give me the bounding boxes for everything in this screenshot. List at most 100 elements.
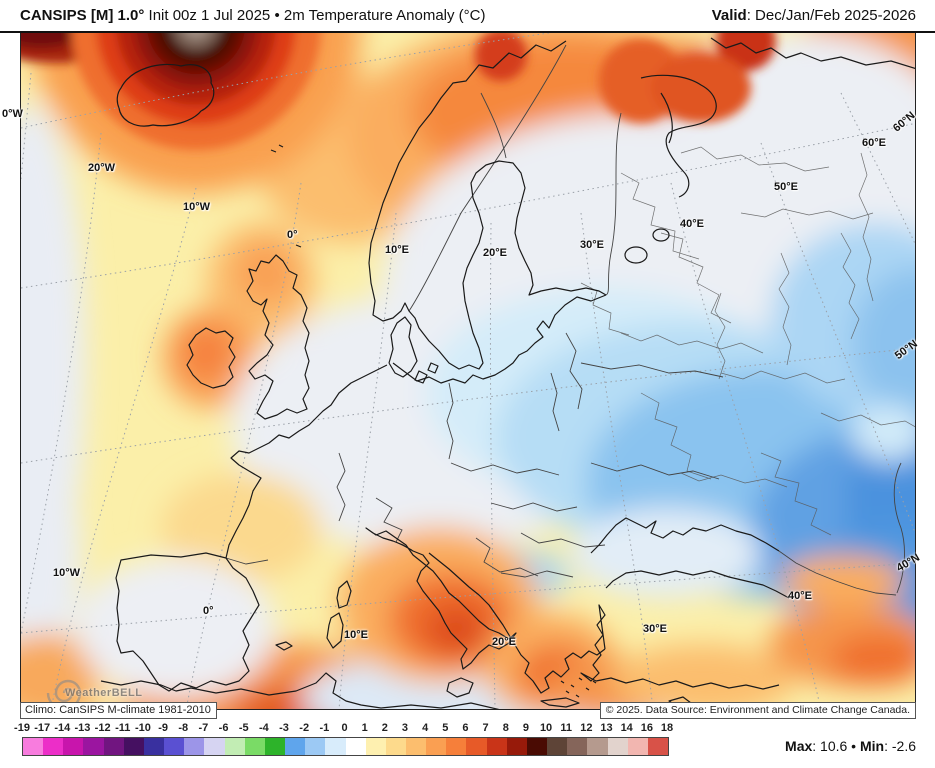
colorbar-segment xyxy=(446,738,467,755)
colorbar-segment xyxy=(647,738,668,755)
colorbar-tick: 13 xyxy=(600,722,613,734)
weatherbell-brand: WeatherBELL xyxy=(65,687,143,699)
stats-separator: • xyxy=(847,738,860,754)
colorbar-tick: -12 xyxy=(94,722,111,734)
colorbar-segment xyxy=(83,738,104,755)
geo-label: 10°W xyxy=(53,567,81,579)
colorbar-segment xyxy=(526,738,548,755)
min-value: : -2.6 xyxy=(884,738,916,754)
map-title: CANSIPS [M] 1.0° Init 00z 1 Jul 2025 • 2… xyxy=(20,7,486,24)
geo-label: 0° xyxy=(287,229,298,241)
colorbar xyxy=(22,737,669,756)
geo-label: 30°E xyxy=(580,239,604,251)
colorbar-tick: 4 xyxy=(422,722,429,734)
geo-label: 20°W xyxy=(88,162,116,174)
colorbar-tick: 2 xyxy=(381,722,388,734)
colorbar-segment xyxy=(587,738,608,755)
colorbar-segment xyxy=(466,738,487,755)
colorbar-segment xyxy=(567,738,588,755)
model-name: CANSIPS [M] 1.0° xyxy=(20,7,145,24)
colorbar-tick: -2 xyxy=(299,722,310,734)
colorbar-tick: 12 xyxy=(580,722,593,734)
max-min-stats: Max: 10.6 • Min: -2.6 xyxy=(785,738,916,754)
colorbar-tick: -1 xyxy=(319,722,330,734)
header: CANSIPS [M] 1.0° Init 00z 1 Jul 2025 • 2… xyxy=(0,0,935,31)
colorbar-tick: -5 xyxy=(238,722,249,734)
colorbar-tick: 18 xyxy=(660,722,674,734)
model-init-info: Init 00z 1 Jul 2025 • 2m Temperature Ano… xyxy=(144,7,486,24)
colorbar-segment xyxy=(285,738,306,755)
climo-note: Climo: CanSIPS M-climate 1981-2010 xyxy=(20,702,217,719)
colorbar-segment xyxy=(123,738,144,755)
geo-label: 30°E xyxy=(643,623,667,635)
colorbar-tick: 16 xyxy=(640,722,653,734)
colorbar-tick: -6 xyxy=(218,722,229,734)
geo-label: 40°E xyxy=(788,590,812,602)
colorbar-segment xyxy=(164,738,185,755)
header-divider xyxy=(0,31,935,33)
colorbar-tick: -7 xyxy=(198,722,209,734)
colorbar-tick: -14 xyxy=(54,722,71,734)
colorbar-tick: 6 xyxy=(462,722,469,734)
colorbar-tick: 1 xyxy=(361,722,368,734)
colorbar-tick: -11 xyxy=(115,722,131,734)
colorbar-segment xyxy=(244,738,265,755)
colorbar-segment xyxy=(385,738,406,755)
geo-label: 0° xyxy=(203,605,214,617)
colorbar-segment xyxy=(426,738,447,755)
colorbar-segment xyxy=(103,738,124,755)
colorbar-tick: -19 xyxy=(14,722,30,734)
colorbar-segment xyxy=(264,738,286,755)
colorbar-segment xyxy=(547,738,568,755)
colorbar-tick: 7 xyxy=(482,722,489,734)
colorbar-tick: 11 xyxy=(560,722,573,734)
colorbar-tick: 10 xyxy=(539,722,553,734)
colorbar-segment xyxy=(43,738,64,755)
colorbar-tick-labels: -19 -17 -14 -13 -12 -11 -10 -9 -8 -7 -6 -5 -4 -3 -2 -1 0… xyxy=(14,722,673,736)
colorbar-tick: 5 xyxy=(442,722,449,734)
colorbar-tick: 14 xyxy=(620,722,633,734)
valid-label: Valid xyxy=(711,7,747,24)
geo-label: 40°E xyxy=(680,218,704,230)
min-label: Min xyxy=(859,738,885,754)
copyright-note: © 2025. Data Source: Environment and Cli… xyxy=(599,702,916,719)
valid-value: : Dec/Jan/Feb 2025-2026 xyxy=(746,7,916,24)
geo-label: 10°E xyxy=(385,244,409,256)
colorbar-tick: 3 xyxy=(401,722,409,734)
colorbar-segment xyxy=(224,738,245,755)
colorbar-segment xyxy=(345,738,366,755)
geo-label: 50°E xyxy=(774,181,798,193)
colorbar-segment xyxy=(627,738,648,755)
colorbar-segment xyxy=(365,738,386,755)
colorbar-segment xyxy=(405,738,427,755)
colorbar-tick: 8 xyxy=(502,722,509,734)
colorbar-tick: -17 xyxy=(34,722,51,734)
geo-label: 10°W xyxy=(183,201,211,213)
colorbar-tick: -10 xyxy=(134,722,151,734)
geo-label: 10°E xyxy=(344,629,368,641)
colorbar-tick: -13 xyxy=(74,722,91,734)
colorbar-segment xyxy=(143,738,165,755)
geo-label: 0°W xyxy=(2,108,23,120)
colorbar-segment xyxy=(607,738,628,755)
colorbar-segment xyxy=(486,738,507,755)
map-canvas: WeatherBELL ANALYTICS LLC xyxy=(20,33,916,710)
colorbar-tick: -4 xyxy=(258,722,269,734)
max-label: Max xyxy=(785,738,813,754)
geo-label: 20°E xyxy=(492,636,516,648)
colorbar-segment xyxy=(184,738,205,755)
geo-label: 60°E xyxy=(862,137,886,149)
colorbar-segment xyxy=(23,738,44,755)
colorbar-tick: 9 xyxy=(522,722,529,734)
valid-period: Valid: Dec/Jan/Feb 2025-2026 xyxy=(712,7,916,24)
colorbar-segment xyxy=(305,738,326,755)
colorbar-tick: 0 xyxy=(341,722,348,734)
colorbar-tick: -9 xyxy=(158,722,168,734)
colorbar-segment xyxy=(325,738,346,755)
colorbar-tick: -8 xyxy=(178,722,189,734)
colorbar-segment xyxy=(506,738,527,755)
colorbar-segment xyxy=(204,738,225,755)
geo-label: 20°E xyxy=(483,247,507,259)
colorbar-tick: -3 xyxy=(279,722,289,734)
